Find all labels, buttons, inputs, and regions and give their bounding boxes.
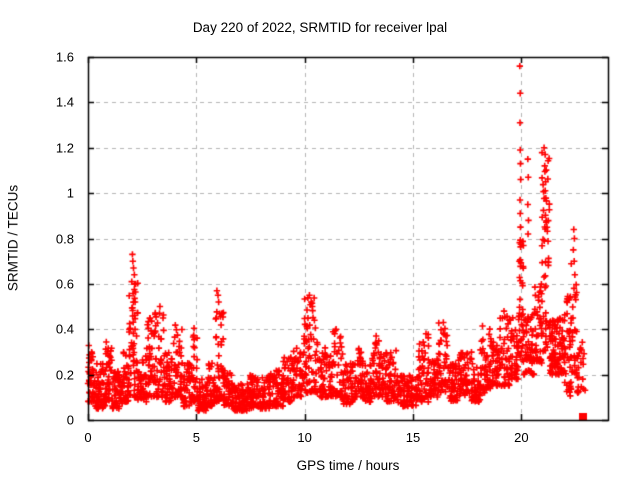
y-tick-label-0.2: 0.2 — [55, 367, 74, 383]
y-tick-label-1.4: 1.4 — [55, 94, 74, 110]
y-tick-label-0.4: 0.4 — [55, 321, 74, 337]
y-axis-label-text: SRMTID / TECUs — [5, 184, 21, 292]
y-tick-label-0.8: 0.8 — [55, 231, 74, 246]
y-tick-label-1: 1 — [66, 185, 74, 201]
x-tick-label-10: 10 — [297, 430, 312, 445]
y-tick-label-0: 0 — [66, 412, 74, 428]
chart-title: Day 220 of 2022, SRMTID for receiver lpa… — [192, 20, 448, 35]
y-tick-label-0.6: 0.6 — [55, 276, 74, 292]
y-tick-label-1.6: 1.6 — [55, 49, 74, 65]
x-tick-label-20: 20 — [514, 430, 529, 445]
x-tick-label-15: 15 — [405, 430, 421, 445]
x-axis-label: GPS time / hours — [296, 458, 400, 473]
x-tick-label-0: 0 — [84, 430, 92, 445]
x-tick-label-5: 5 — [192, 430, 200, 445]
y-tick-label-1.2: 1.2 — [55, 140, 74, 156]
